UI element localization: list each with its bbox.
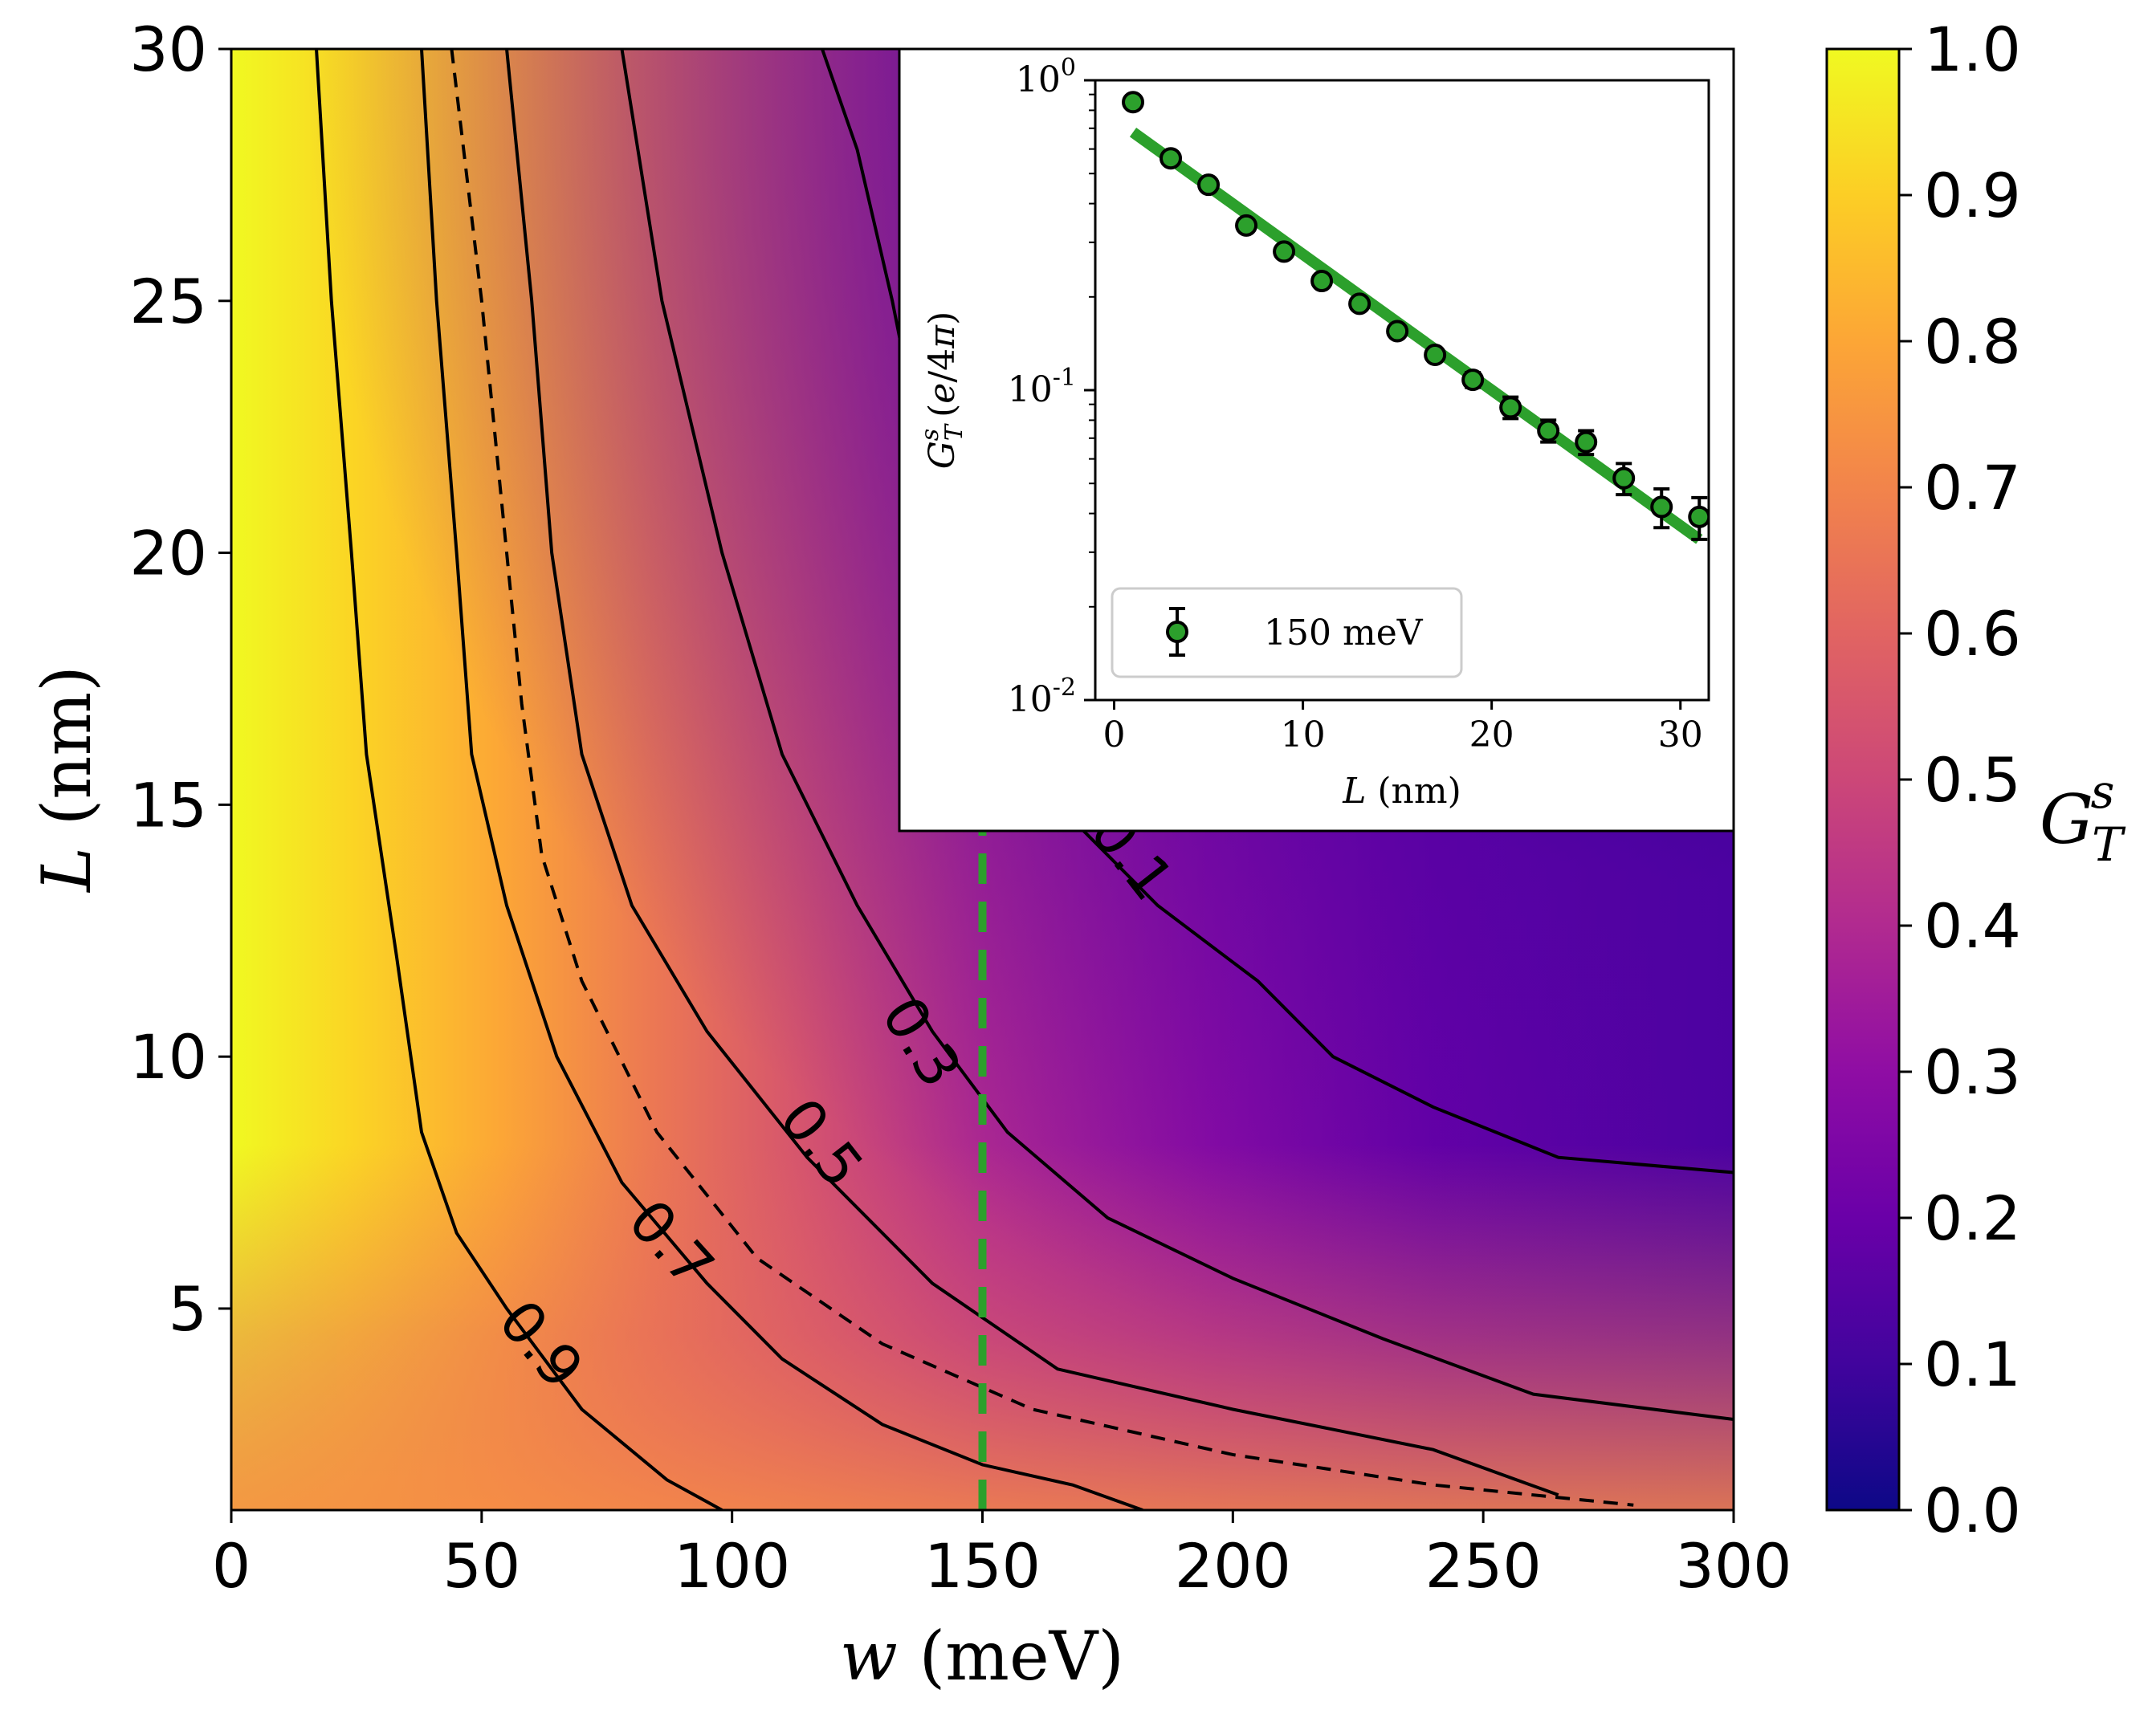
colorbar-tick-label: 0.7 [1924, 452, 2021, 523]
x-tick-label: 200 [1175, 1530, 1291, 1602]
x-tick-label: 100 [674, 1530, 790, 1602]
inset-plot: 0 10 20 30 10-2 10-1 100 L (nm) GTs (e/4π) 15… [916, 54, 1710, 812]
inset-x-tick-label: 10 [1281, 715, 1326, 755]
contour-lines [315, 49, 1734, 1510]
legend-label: 150 meV [1264, 613, 1424, 653]
colorbar-tick-label: 0.5 [1924, 744, 2021, 816]
data-point [1348, 292, 1371, 316]
colorbar-ticks: 0.0 0.1 0.2 0.3 0.4 0.5 0.6 0.7 0.8 0.9 1.0 [1899, 14, 2021, 1546]
colorbar-tick-label: 0.6 [1924, 598, 2021, 670]
contour-0.3 [620, 49, 1734, 1422]
inset-x-tick-label: 0 [1103, 715, 1126, 755]
y-tick-label: 5 [169, 1273, 207, 1345]
inset-x-ticks: 0 10 20 30 [1103, 700, 1703, 755]
colorbar [1825, 47, 1901, 1512]
main-y-axis-label: L (nm) [27, 666, 106, 894]
data-point [1537, 419, 1560, 442]
data-point [1197, 173, 1221, 197]
x-tick-label: 150 [924, 1530, 1041, 1602]
data-point [1160, 147, 1183, 170]
contour-0.9 [315, 49, 723, 1510]
contour-0.1 [821, 49, 1734, 1175]
colorbar-tick-label: 0.1 [1924, 1329, 2021, 1400]
y-tick-label: 15 [129, 769, 207, 841]
inset-data-points [1122, 91, 1709, 541]
inset-y-tick-label: 100 [1016, 54, 1076, 100]
contour-0.6 [450, 49, 1634, 1507]
inset-x-tick-label: 30 [1658, 715, 1703, 755]
data-point [1424, 344, 1447, 367]
data-point [1612, 466, 1636, 490]
inset-y-axis-label: GTs (e/4π) [916, 311, 968, 470]
y-tick-label: 30 [129, 14, 207, 85]
inset-y-ticks: 10-2 10-1 100 [1008, 54, 1095, 720]
legend-marker [1166, 621, 1188, 643]
main-x-axis-label: w (meV) [840, 1617, 1124, 1696]
data-point [1235, 214, 1258, 237]
x-tick-label: 300 [1675, 1530, 1791, 1602]
data-point [1122, 91, 1145, 114]
main-y-ticks: 5 10 15 20 25 30 [129, 14, 231, 1345]
data-point [1461, 368, 1485, 392]
data-point [1499, 396, 1522, 419]
data-point [1386, 320, 1409, 343]
y-tick-label: 25 [129, 266, 207, 337]
data-point [1688, 505, 1709, 528]
x-tick-label: 50 [442, 1530, 520, 1602]
data-point [1650, 495, 1673, 519]
x-tick-label: 0 [212, 1530, 251, 1602]
fit-line [1129, 127, 1703, 544]
main-x-ticks: 0 50 100 150 200 250 300 [212, 1510, 1792, 1602]
colorbar-tick-label: 0.3 [1924, 1036, 2021, 1108]
x-tick-label: 250 [1425, 1530, 1542, 1602]
inset-x-tick-label: 20 [1469, 715, 1514, 755]
y-tick-label: 20 [129, 518, 207, 589]
inset-y-tick-label: 10-1 [1008, 364, 1076, 410]
colorbar-label: GTs [2040, 764, 2126, 872]
contour-0.5 [505, 49, 1559, 1497]
data-point [1575, 430, 1598, 454]
colorbar-tick-label: 0.0 [1924, 1475, 2021, 1546]
y-tick-label: 10 [129, 1021, 207, 1093]
data-point [1273, 240, 1296, 263]
colorbar-tick-label: 0.4 [1924, 890, 2021, 962]
legend-box [1111, 587, 1463, 678]
data-point [1310, 270, 1334, 293]
colorbar-tick-label: 0.8 [1924, 306, 2021, 377]
contour-0.7 [419, 49, 1143, 1510]
inset-legend: 150 meV [1111, 587, 1463, 678]
colorbar-tick-label: 1.0 [1924, 14, 2021, 85]
inset-y-tick-label: 10-2 [1008, 674, 1076, 720]
colorbar-tick-label: 0.2 [1924, 1183, 2021, 1254]
inset-x-axis-label: L (nm) [1342, 771, 1461, 812]
colorbar-tick-label: 0.9 [1924, 160, 2021, 231]
